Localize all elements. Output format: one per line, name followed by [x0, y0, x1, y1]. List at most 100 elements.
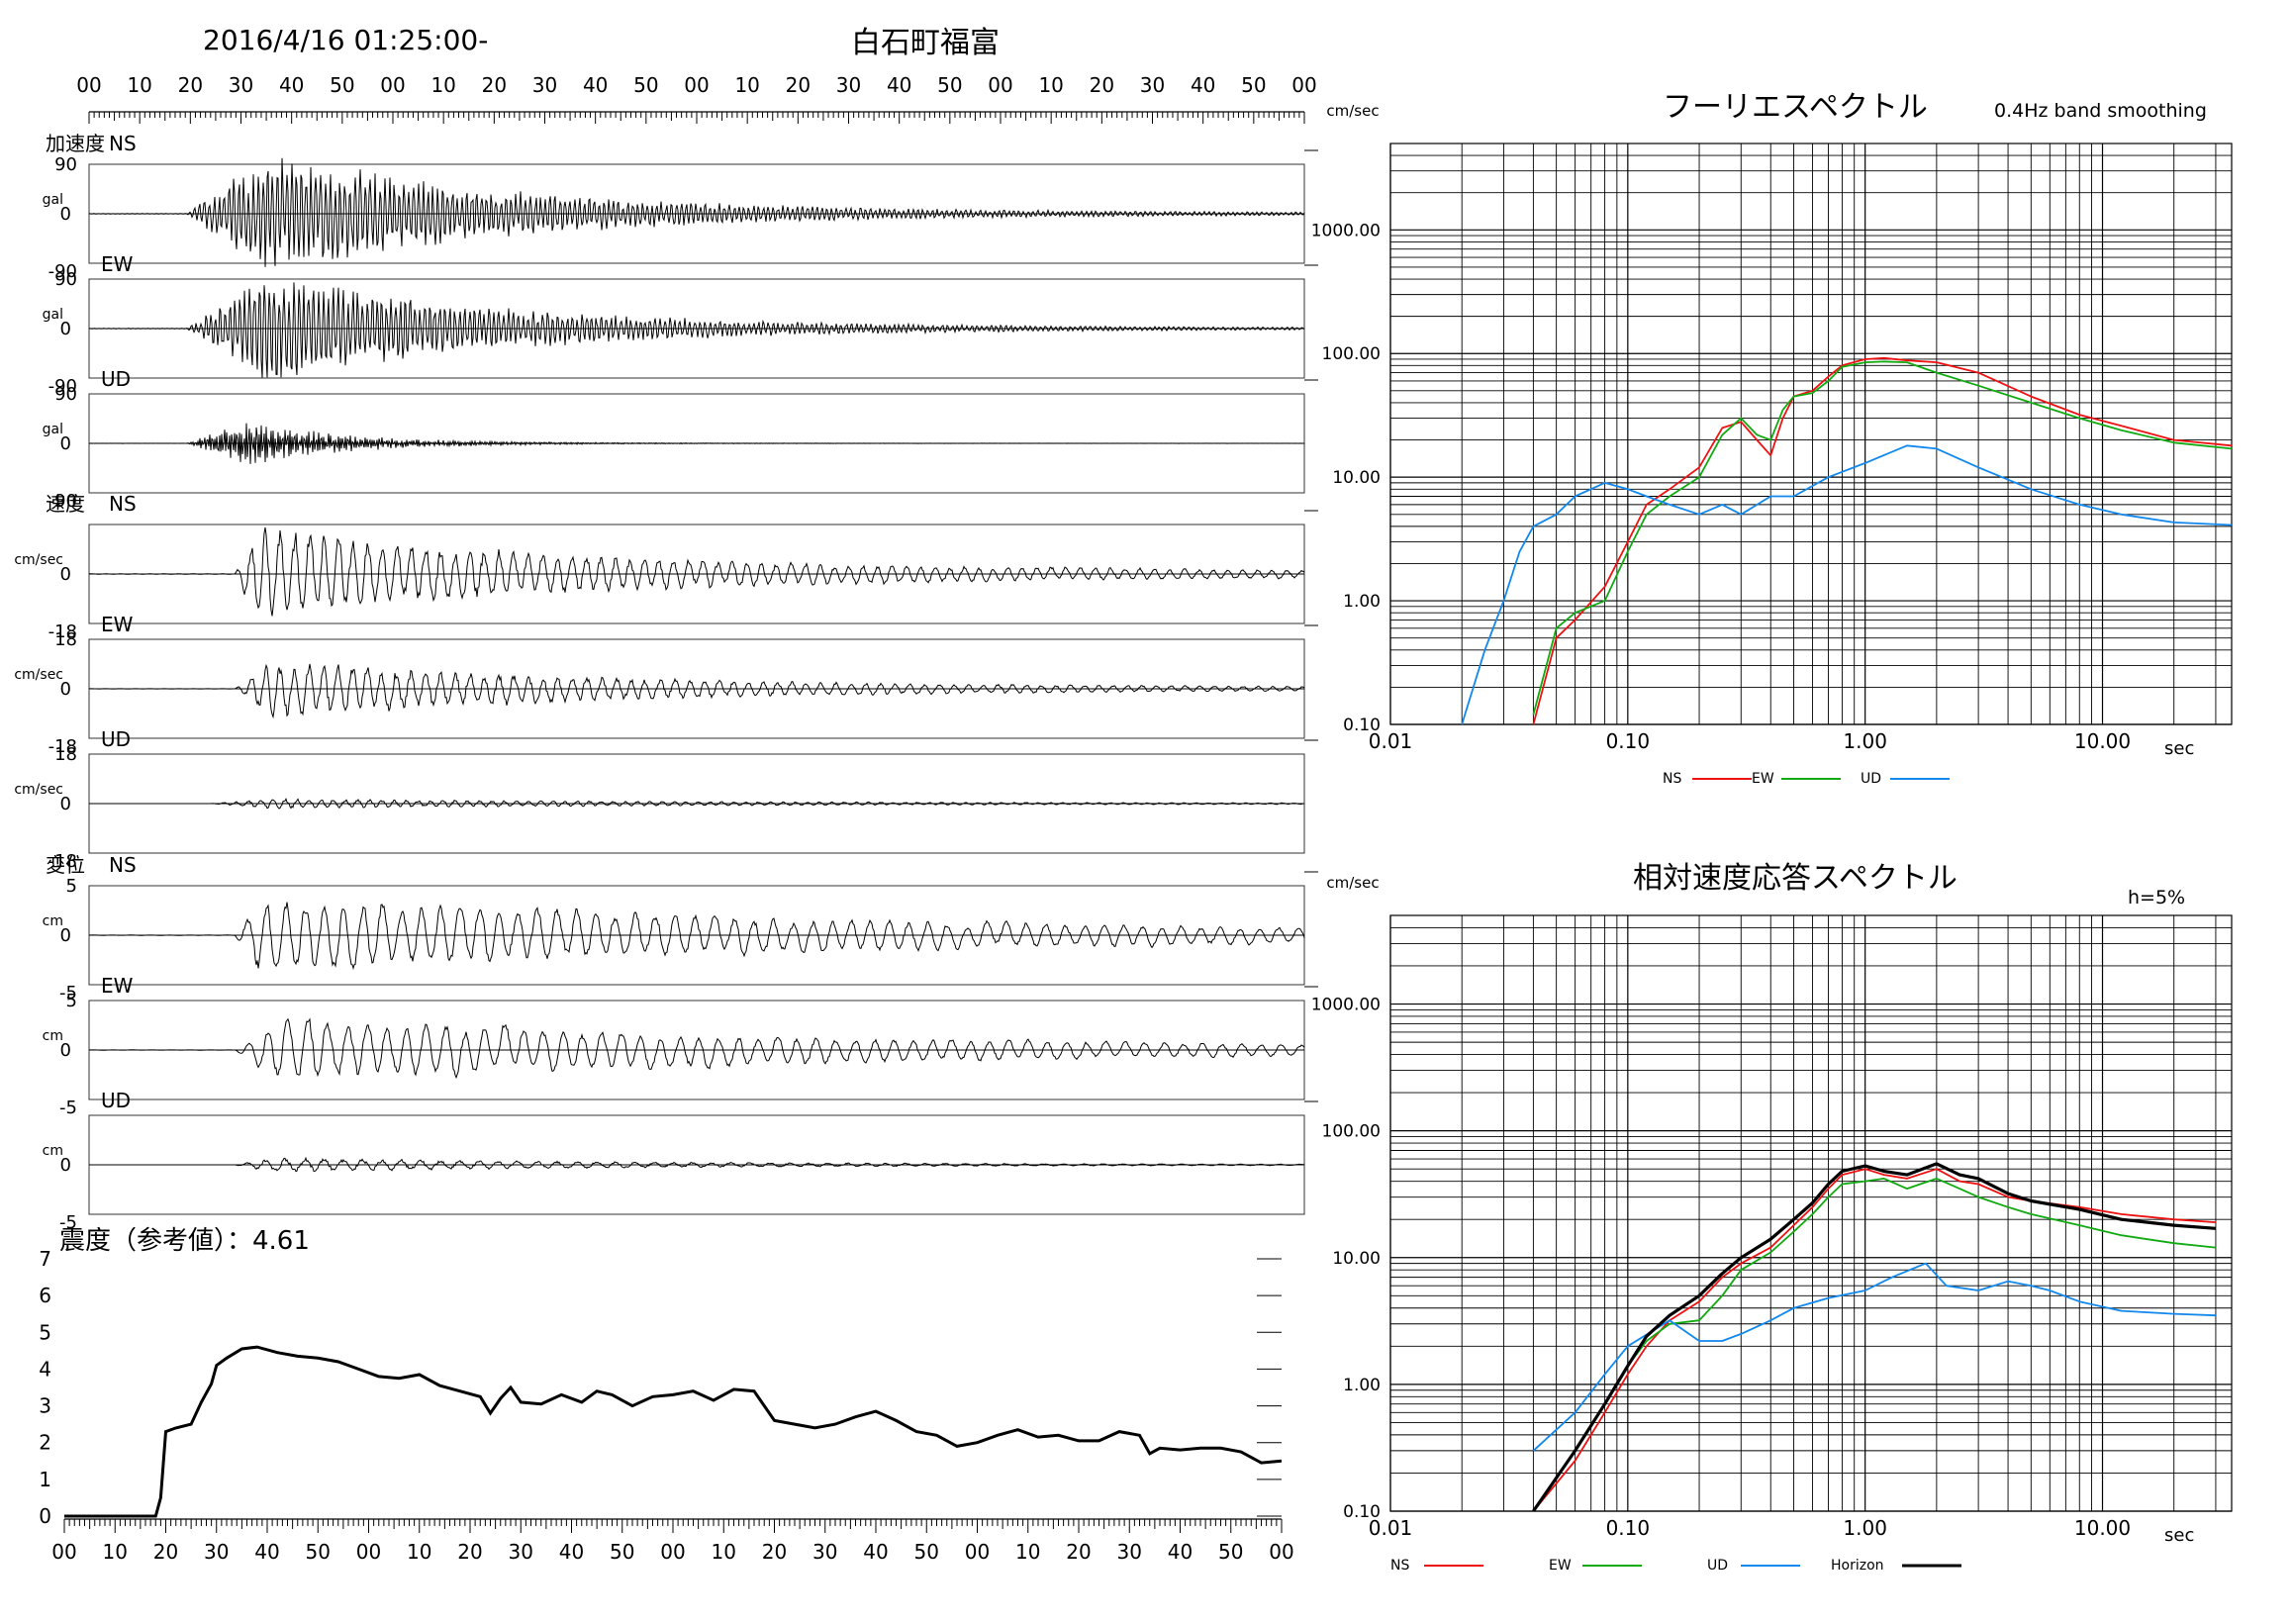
intensity-x-tick: 10	[407, 1540, 431, 1564]
legend-label-EW: EW	[1549, 1558, 1572, 1574]
wave-scale-bottom: -18	[48, 851, 77, 872]
waveform-trace	[89, 797, 1305, 810]
spectrum-y-label: cm/sec	[1326, 102, 1379, 120]
wave-scale-bottom: -90	[48, 261, 77, 282]
spectrum-x-tick: 0.10	[1606, 1516, 1651, 1540]
wave-scale-zero: 0	[60, 564, 71, 585]
spectrum-y-tick: 10.00	[1332, 1249, 1381, 1269]
intensity-x-tick: 40	[863, 1540, 888, 1564]
spectrum-y-tick: 0.10	[1343, 1502, 1381, 1522]
wave-scale-bottom: -5	[59, 1098, 77, 1118]
spectrum-y-tick: 0.10	[1343, 716, 1381, 735]
time-tick-label: 20	[786, 73, 811, 97]
intensity-y-tick: 0	[39, 1504, 51, 1528]
waveform-trace	[88, 157, 1305, 267]
wave-scale-zero: 0	[60, 319, 71, 339]
legend-label-Horizon: Horizon	[1831, 1558, 1884, 1574]
time-tick-label: 50	[1241, 73, 1266, 97]
time-tick-label: 30	[532, 73, 557, 97]
spectrum-x-tick: 10.00	[2074, 729, 2131, 753]
wave-panel-速度-NS: 0 -18 cm/sec 速度 NS	[14, 492, 1318, 642]
intensity-x-tick: 50	[1218, 1540, 1243, 1564]
wave-scale-bottom: -90	[48, 376, 77, 397]
waveform-trace	[89, 663, 1305, 719]
time-tick-label: 50	[633, 73, 658, 97]
wave-scale-zero: 0	[60, 433, 71, 454]
intensity-x-tick: 40	[559, 1540, 584, 1564]
spectrum-series-EW	[1532, 360, 2233, 716]
spectrum-x-tick: 10.00	[2074, 1516, 2131, 1540]
spectrum-x-tick: 0.01	[1369, 1516, 1413, 1540]
spectrum-x-tick: 0.10	[1606, 729, 1651, 753]
intensity-x-tick: 00	[660, 1540, 685, 1564]
waveform-trace	[89, 1156, 1305, 1173]
intensity-x-tick: 10	[103, 1540, 128, 1564]
wave-unit-label: cm/sec	[14, 667, 63, 683]
intensity-x-tick: 00	[1269, 1540, 1293, 1564]
wave-scale-top: 5	[66, 876, 77, 897]
time-tick-label: 40	[1191, 73, 1215, 97]
spectrum-y-tick: 1000.00	[1311, 221, 1381, 240]
spectrum-y-tick: 100.00	[1322, 1122, 1381, 1142]
spectrum-y-tick: 1.00	[1343, 592, 1381, 612]
intensity-x-tick: 20	[762, 1540, 787, 1564]
time-axis: 00 10 20 30 40 50 00 10 20 30 40 50 00 10 20 30 40 50 00 10…	[76, 73, 1317, 124]
intensity-y-tick: 7	[39, 1247, 51, 1271]
spectrum-x-tick: 0.01	[1369, 729, 1413, 753]
wave-unit-label: cm/sec	[14, 552, 63, 568]
legend-label-EW: EW	[1752, 771, 1774, 787]
time-tick-label: 10	[1038, 73, 1063, 97]
spectrum-y-tick: 10.00	[1332, 468, 1381, 488]
wave-scale-zero: 0	[60, 794, 71, 814]
wave-scale-top: 5	[66, 991, 77, 1011]
wave-panel-速度-EW: 18 0 -18 cm/sec EW	[14, 613, 1318, 757]
fourier-title: フーリエスペクトル	[1663, 90, 1928, 125]
wave-panel-速度-UD: 18 0 -18 cm/sec UD	[14, 727, 1318, 872]
spectrum-x-label: sec	[2164, 1525, 2194, 1546]
wave-group-label: 速度	[46, 492, 85, 516]
time-tick-label: 50	[937, 73, 962, 97]
spectrum-frame	[1389, 914, 2233, 1512]
wave-panel-加速度-NS: 90 0 -90 gal 加速度 NS	[43, 132, 1318, 282]
legend-label-NS: NS	[1663, 771, 1681, 787]
time-tick-label: 10	[734, 73, 759, 97]
intensity-x-tick: 20	[153, 1540, 178, 1564]
intensity-y-tick: 6	[39, 1284, 51, 1307]
intensity-x-tick: 00	[356, 1540, 381, 1564]
intensity-x-tick: 10	[1015, 1540, 1040, 1564]
intensity-x-tick: 00	[965, 1540, 990, 1564]
spectrum-x-label: sec	[2164, 738, 2194, 759]
spectrum-y-label: cm/sec	[1326, 874, 1379, 892]
waveform-trace	[88, 526, 1305, 617]
wave-scale-top: 90	[54, 384, 77, 405]
wave-scale-top: 90	[54, 154, 77, 175]
time-tick-label: 10	[127, 73, 151, 97]
intensity-x-tick: 40	[1168, 1540, 1193, 1564]
time-tick-label: 30	[1140, 73, 1165, 97]
spectrum-series-NS	[1532, 356, 2233, 725]
wave-scale-top: 18	[54, 629, 77, 650]
wave-panel-加速度-EW: 90 0 -90 gal EW	[43, 252, 1318, 397]
wave-scale-bottom: -18	[48, 621, 77, 642]
intensity-title: 震度（参考値）：4.61	[59, 1226, 310, 1256]
spectrum-x-tick: 1.00	[1843, 1516, 1887, 1540]
intensity-y-tick: 5	[39, 1320, 51, 1344]
spectrum-series-Horizon	[1532, 1162, 2217, 1512]
wave-scale-zero: 0	[60, 925, 71, 946]
wave-unit-label: cm	[43, 1028, 63, 1044]
intensity-x-tick: 30	[812, 1540, 837, 1564]
legend-label-NS: NS	[1390, 1558, 1409, 1574]
time-tick-label: 50	[330, 73, 354, 97]
waveform-trace	[88, 1017, 1305, 1080]
time-tick-label: 00	[1291, 73, 1316, 97]
response-subtitle: h=5%	[2128, 887, 2185, 908]
time-tick-label: 10	[430, 73, 455, 97]
waveform-trace	[88, 423, 1305, 464]
wave-scale-zero: 0	[60, 679, 71, 700]
wave-component-label: NS	[109, 132, 137, 155]
intensity-x-tick: 50	[306, 1540, 331, 1564]
